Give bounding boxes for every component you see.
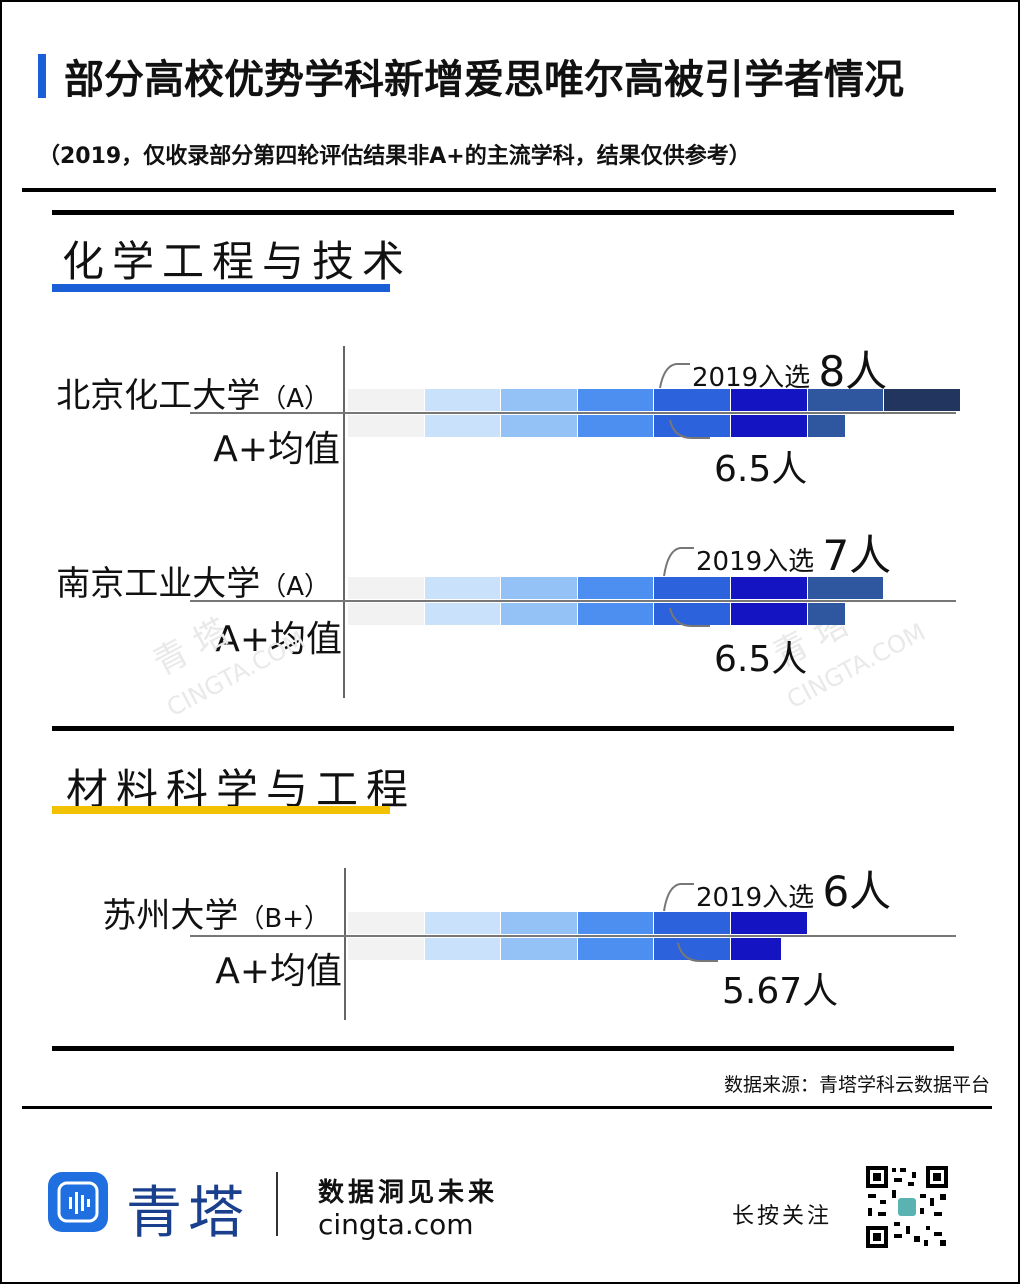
discipline-level: （B+）: [238, 904, 330, 934]
header-divider: [22, 188, 996, 192]
selected-bar-segment: [884, 389, 960, 411]
footer-slogan: 数据洞见未来: [318, 1178, 499, 1208]
avg-value-label: 6.5人: [714, 449, 808, 490]
data-source: 数据来源：青塔学科云数据平台: [723, 1074, 990, 1096]
university-name: 北京化工大学: [56, 376, 261, 416]
university-name: 南京工业大学: [56, 564, 261, 604]
avg-bar-segment: [807, 415, 845, 437]
selected-bar-segment: [807, 389, 884, 411]
avg-bar-segment: [424, 938, 501, 960]
chart-axis-section-1: [343, 346, 345, 698]
section-divider: [52, 726, 954, 731]
selected-bar-segment: [807, 577, 884, 599]
section-title-materials: 材料科学与工程: [66, 765, 417, 814]
selected-bar-segment: [501, 577, 577, 599]
logo-bars-icon: [57, 1181, 99, 1223]
university-label-njgy: 南京工业大学（A）: [56, 556, 330, 605]
selected-bar-segment: [577, 577, 654, 599]
bar-baseline: [190, 412, 956, 414]
selected-value-label: 2019入选 7人: [696, 522, 891, 583]
section-title-chemical-engineering: 化学工程与技术: [62, 237, 413, 286]
selected-bar-segment: [577, 912, 654, 934]
selected-bar-segment: [654, 577, 730, 599]
selected-bar-segment: [654, 912, 730, 934]
footer-divider: [22, 1106, 992, 1109]
avg-bar-segment: [731, 938, 782, 960]
selected-value-label: 2019入选 8人: [692, 338, 887, 399]
section-underline-chemical-engineering: [52, 284, 390, 292]
footer-separator: [276, 1172, 278, 1236]
university-label-bjhg: 北京化工大学（A）: [56, 368, 330, 417]
selected-label-prefix: 2019入选: [692, 363, 819, 393]
avg-bar-segment: [348, 415, 424, 437]
discipline-level: （A）: [260, 384, 330, 414]
avg-bar-segment: [501, 603, 577, 625]
selected-bar-segment: [424, 389, 501, 411]
selected-label-value: 8人: [818, 347, 888, 396]
avg-label-njgy: A+均值: [215, 619, 342, 660]
avg-bar-segment: [501, 938, 577, 960]
footer-follow-text: 长按关注: [732, 1204, 833, 1229]
avg-label-bjhg: A+均值: [213, 429, 340, 470]
section-bottom-rule: [52, 1046, 954, 1051]
selected-value-label: 2019入选 6人: [696, 858, 891, 919]
selected-bar-segment: [348, 912, 424, 934]
avg-bar-segment: [654, 938, 730, 960]
selected-bar-segment: [424, 912, 501, 934]
selected-bar-segment: [731, 577, 807, 599]
university-name: 苏州大学: [102, 896, 239, 936]
bar-baseline: [190, 935, 956, 937]
avg-bar-segment: [807, 603, 845, 625]
selected-label-prefix: 2019入选: [696, 547, 823, 577]
page-title: 部分高校优势学科新增爱思唯尔高被引学者情况: [64, 57, 904, 103]
selected-bar-segment: [731, 389, 807, 411]
selected-label-prefix: 2019入选: [696, 883, 823, 913]
selected-bar-segment: [731, 912, 807, 934]
selected-label-value: 6人: [822, 867, 892, 916]
avg-value-label: 5.67人: [722, 971, 839, 1012]
avg-bar-segment: [577, 938, 654, 960]
avg-value-label: 6.5人: [714, 639, 808, 680]
title-accent-bar: [38, 54, 46, 98]
avg-bar-segment: [577, 415, 654, 437]
selected-bar-segment: [348, 577, 424, 599]
avg-bar-segment: [424, 415, 501, 437]
bar-baseline: [190, 600, 956, 602]
university-label-suda: 苏州大学（B+）: [102, 888, 330, 937]
avg-bar-segment: [348, 603, 424, 625]
page-subtitle: （2019，仅收录部分第四轮评估结果非A+的主流学科，结果仅供参考）: [38, 144, 751, 169]
qr-code-icon[interactable]: [864, 1164, 950, 1250]
section-underline-materials: [52, 806, 390, 814]
avg-bar-segment: [577, 603, 654, 625]
footer-site-link[interactable]: cingta.com: [318, 1208, 474, 1241]
avg-label-suda: A+均值: [215, 951, 342, 992]
selected-label-value: 7人: [822, 531, 892, 580]
selected-bar-segment: [577, 389, 654, 411]
selected-bar-segment: [501, 912, 577, 934]
selected-bar-segment: [654, 389, 730, 411]
avg-bar-segment: [731, 415, 807, 437]
discipline-level: （A）: [260, 572, 330, 602]
selected-bar-segment: [501, 389, 577, 411]
section-top-rule: [52, 210, 954, 215]
avg-bar-segment: [731, 603, 807, 625]
avg-bar-segment: [654, 415, 730, 437]
avg-bar-segment: [654, 603, 730, 625]
title-block: 部分高校优势学科新增爱思唯尔高被引学者情况: [38, 52, 904, 103]
avg-bar-segment: [501, 415, 577, 437]
avg-bar-segment: [348, 938, 424, 960]
cingta-logo-icon: [48, 1172, 108, 1232]
footer-brand: 青塔: [126, 1181, 250, 1246]
selected-bar-segment: [348, 389, 424, 411]
chart-axis-section-2: [344, 868, 346, 1020]
selected-bar-segment: [424, 577, 501, 599]
avg-bar-segment: [424, 603, 501, 625]
